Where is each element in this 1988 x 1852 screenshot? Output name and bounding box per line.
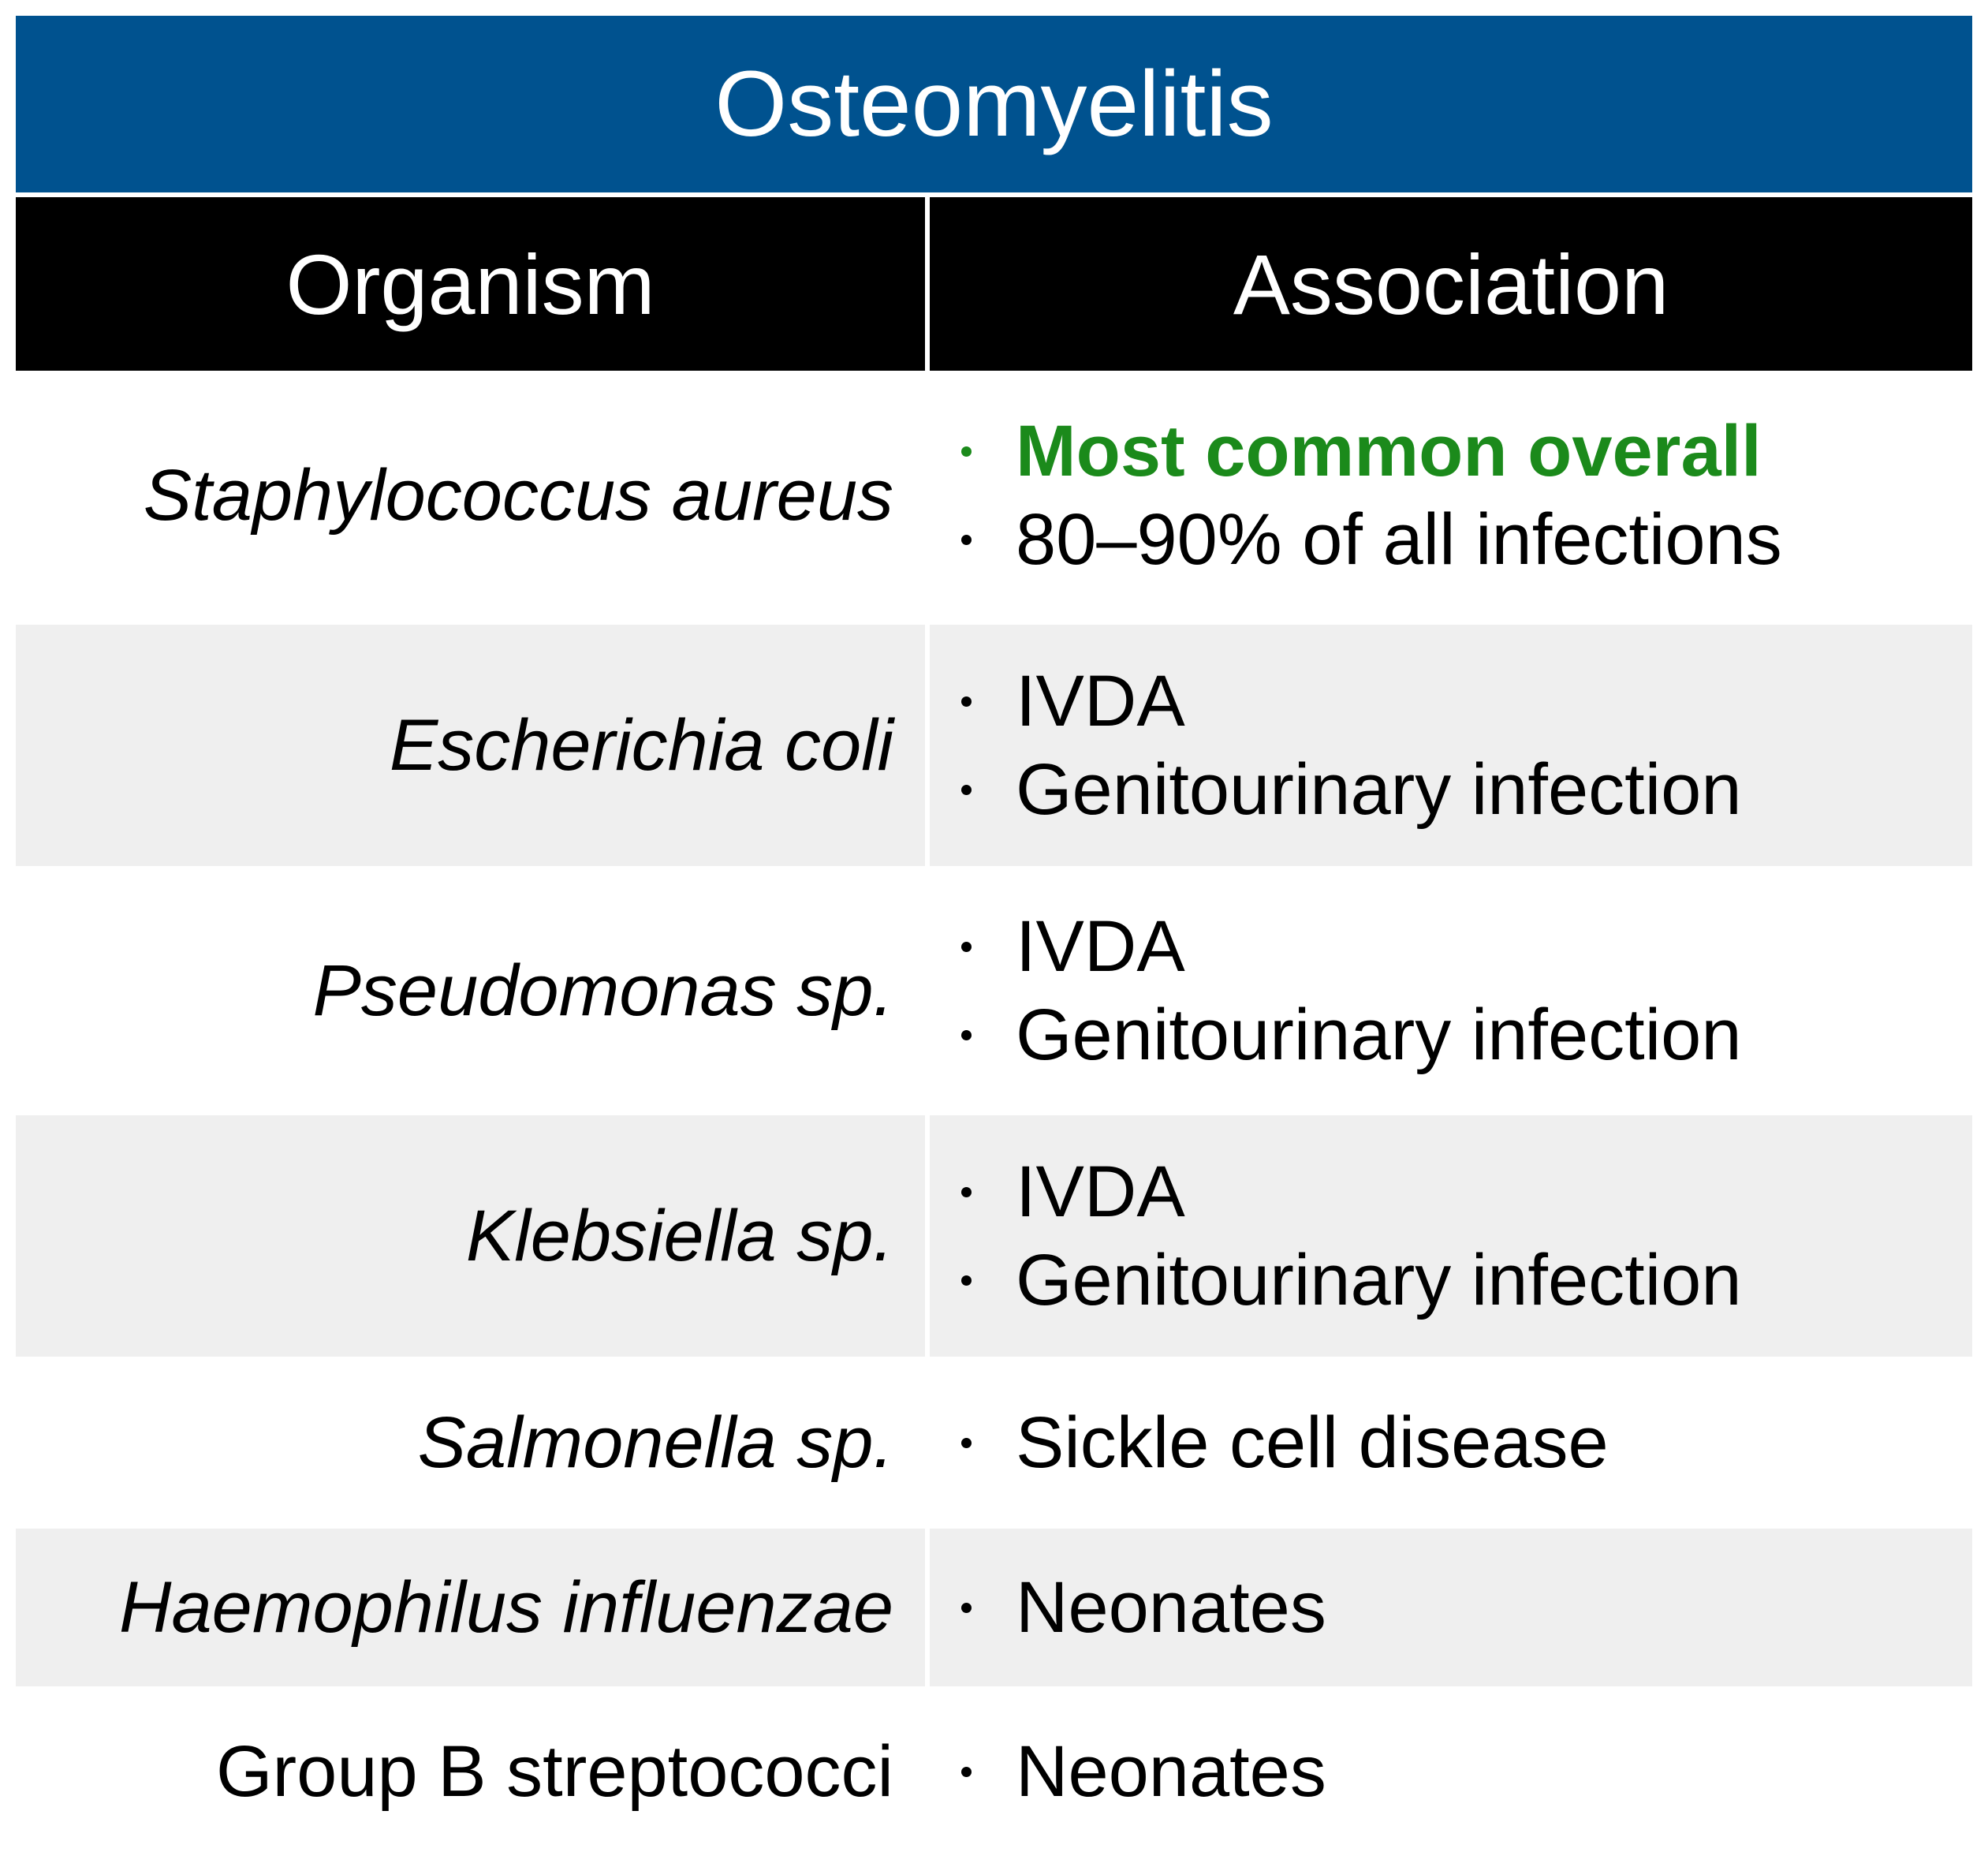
association-text: Neonates — [1016, 1731, 1326, 1812]
association-item: Neonates — [961, 1727, 1326, 1816]
association-text: Genitourinary infection — [1016, 749, 1742, 830]
organism-cell: Pseudomonas sp. — [312, 950, 893, 1031]
table-row: Escherichia coli IVDA Genitourinary infect… — [16, 625, 1972, 866]
association-text: Genitourinary infection — [1016, 1240, 1742, 1320]
bullet-icon — [961, 446, 972, 457]
association-cell: Sickle cell disease — [930, 1361, 1972, 1524]
association-text: IVDA — [1016, 1152, 1185, 1232]
organism-cell: Escherichia coli — [16, 625, 925, 866]
association-cell: IVDA Genitourinary infection — [930, 871, 1972, 1111]
association-text: Sickle cell disease — [1016, 1402, 1609, 1483]
association-cell: IVDA Genitourinary infection — [930, 1115, 1972, 1357]
association-item: IVDA — [961, 1148, 1185, 1236]
header-association: Association — [930, 197, 1972, 371]
association-text: 80–90% of all infections — [1016, 499, 1782, 580]
table-row: Salmonella sp. Sickle cell disease — [16, 1361, 1972, 1524]
organism-cell: Salmonella sp. — [417, 1402, 893, 1483]
association-cell: IVDA Genitourinary infection — [930, 625, 1972, 866]
association-text: IVDA — [1016, 906, 1185, 987]
table-row: Group B streptococci Neonates — [16, 1691, 1972, 1852]
bullet-icon — [961, 1602, 972, 1613]
association-item: Most common overall — [961, 407, 1762, 495]
organism-cell: Klebsiella sp. — [16, 1115, 925, 1357]
bullet-icon — [961, 1437, 972, 1448]
bullet-icon — [961, 1275, 972, 1286]
table-body: Staphylococcus aureus Most common overall… — [16, 371, 1972, 1852]
organism-cell: Group B streptococci — [215, 1731, 893, 1812]
bullet-icon — [961, 534, 972, 545]
association-item: 80–90% of all infections — [961, 495, 1782, 584]
table-title: Osteomyelitis — [16, 16, 1972, 192]
header-organism: Organism — [16, 197, 925, 371]
bullet-icon — [961, 1186, 972, 1197]
bullet-icon — [961, 941, 972, 952]
association-item: Sickle cell disease — [961, 1398, 1609, 1487]
association-text: Most common overall — [1016, 411, 1762, 491]
bullet-icon — [961, 696, 972, 707]
association-item: IVDA — [961, 657, 1185, 745]
bullet-icon — [961, 1766, 972, 1777]
association-item: Genitourinary infection — [961, 1236, 1742, 1324]
table-row: Pseudomonas sp. IVDA Genitourinary infecti… — [16, 871, 1972, 1111]
association-cell: Neonates — [930, 1691, 1972, 1852]
organism-cell: Staphylococcus aureus — [143, 454, 893, 536]
association-text: IVDA — [1016, 661, 1185, 741]
table-row: Haemophilus influenzae Neonates — [16, 1529, 1972, 1686]
bullet-icon — [961, 784, 972, 795]
organism-cell: Haemophilus influenzae — [16, 1529, 925, 1686]
header-row: Organism Association — [16, 197, 1972, 371]
association-text: Neonates — [1016, 1567, 1326, 1648]
association-text: Genitourinary infection — [1016, 995, 1742, 1075]
association-item: Genitourinary infection — [961, 991, 1742, 1079]
table-row: Staphylococcus aureus Most common overall… — [16, 371, 1972, 620]
table-row: Klebsiella sp. IVDA Genitourinary infectio… — [16, 1115, 1972, 1357]
association-item: Neonates — [961, 1563, 1326, 1652]
bullet-icon — [961, 1029, 972, 1040]
osteomyelitis-table: Osteomyelitis Organism Association Staph… — [16, 16, 1972, 1852]
association-cell: Neonates — [930, 1529, 1972, 1686]
association-item: Genitourinary infection — [961, 745, 1742, 834]
association-item: IVDA — [961, 902, 1185, 991]
association-cell: Most common overall 80–90% of all infecti… — [930, 371, 1972, 620]
